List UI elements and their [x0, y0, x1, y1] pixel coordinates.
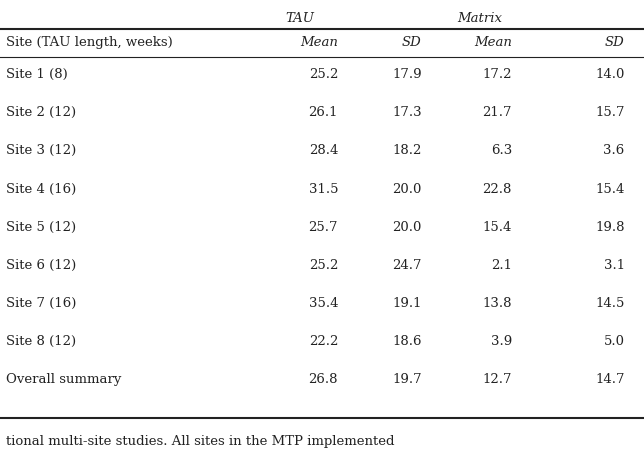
Text: 2.1: 2.1 — [491, 258, 512, 271]
Text: 14.0: 14.0 — [595, 68, 625, 81]
Text: 3.9: 3.9 — [491, 335, 512, 347]
Text: Site 2 (12): Site 2 (12) — [6, 106, 77, 119]
Text: Site 6 (12): Site 6 (12) — [6, 258, 77, 271]
Text: tional multi-site studies. All sites in the MTP implemented: tional multi-site studies. All sites in … — [6, 434, 395, 447]
Text: 25.2: 25.2 — [308, 68, 338, 81]
Text: 14.5: 14.5 — [595, 297, 625, 309]
Text: 19.7: 19.7 — [392, 373, 422, 386]
Text: 15.4: 15.4 — [482, 220, 512, 233]
Text: Site (TAU length, weeks): Site (TAU length, weeks) — [6, 36, 173, 49]
Text: Overall summary: Overall summary — [6, 373, 122, 386]
Text: 28.4: 28.4 — [308, 144, 338, 157]
Text: 6.3: 6.3 — [491, 144, 512, 157]
Text: 19.8: 19.8 — [595, 220, 625, 233]
Text: Site 3 (12): Site 3 (12) — [6, 144, 77, 157]
Text: 17.2: 17.2 — [482, 68, 512, 81]
Text: 26.1: 26.1 — [308, 106, 338, 119]
Text: 25.2: 25.2 — [308, 258, 338, 271]
Text: 3.1: 3.1 — [603, 258, 625, 271]
Text: 26.8: 26.8 — [308, 373, 338, 386]
Text: SD: SD — [605, 36, 625, 49]
Text: 15.7: 15.7 — [595, 106, 625, 119]
Text: 31.5: 31.5 — [308, 182, 338, 195]
Text: SD: SD — [402, 36, 422, 49]
Text: Site 4 (16): Site 4 (16) — [6, 182, 77, 195]
Text: Site 5 (12): Site 5 (12) — [6, 220, 77, 233]
Text: Matrix: Matrix — [457, 12, 502, 25]
Text: 14.7: 14.7 — [595, 373, 625, 386]
Text: Mean: Mean — [474, 36, 512, 49]
Text: 21.7: 21.7 — [482, 106, 512, 119]
Text: 22.8: 22.8 — [482, 182, 512, 195]
Text: 22.2: 22.2 — [308, 335, 338, 347]
Text: 24.7: 24.7 — [392, 258, 422, 271]
Text: 35.4: 35.4 — [308, 297, 338, 309]
Text: 20.0: 20.0 — [392, 220, 422, 233]
Text: 3.6: 3.6 — [603, 144, 625, 157]
Text: TAU: TAU — [285, 12, 314, 25]
Text: 5.0: 5.0 — [603, 335, 625, 347]
Text: 20.0: 20.0 — [392, 182, 422, 195]
Text: 13.8: 13.8 — [482, 297, 512, 309]
Text: Site 1 (8): Site 1 (8) — [6, 68, 68, 81]
Text: 19.1: 19.1 — [392, 297, 422, 309]
Text: Site 8 (12): Site 8 (12) — [6, 335, 77, 347]
Text: 17.9: 17.9 — [392, 68, 422, 81]
Text: 12.7: 12.7 — [482, 373, 512, 386]
Text: 25.7: 25.7 — [308, 220, 338, 233]
Text: 15.4: 15.4 — [595, 182, 625, 195]
Text: 17.3: 17.3 — [392, 106, 422, 119]
Text: 18.2: 18.2 — [392, 144, 422, 157]
Text: Mean: Mean — [300, 36, 338, 49]
Text: Site 7 (16): Site 7 (16) — [6, 297, 77, 309]
Text: 18.6: 18.6 — [392, 335, 422, 347]
